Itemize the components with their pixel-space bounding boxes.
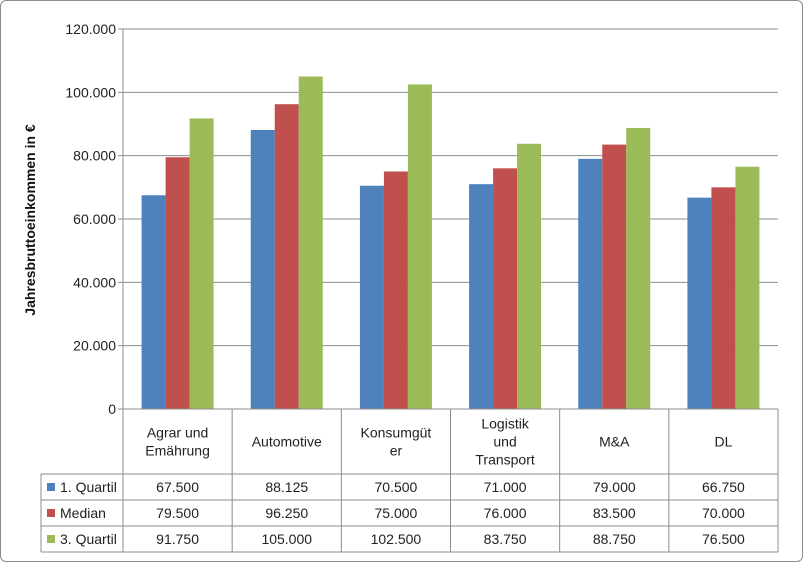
bar-2-2 (274, 104, 299, 409)
category-label: er (390, 443, 403, 459)
category-label: Logistik (481, 416, 529, 432)
gridlines (118, 28, 778, 410)
table-value: 96.250 (265, 505, 308, 521)
y-axis-label: Jahresbruttoeinkommen in € (22, 124, 38, 316)
y-tick-label: 60.000 (73, 211, 116, 227)
bar-1-3 (359, 185, 384, 409)
legend-label: 1. Quartil (60, 479, 117, 495)
table-value: 70.000 (702, 505, 745, 521)
y-tick-label: 20.000 (73, 338, 116, 354)
category-label: Automotive (252, 434, 322, 450)
category-label: DL (714, 434, 732, 450)
y-tick-label: 0 (108, 401, 116, 417)
table-value: 67.500 (156, 479, 199, 495)
bar-1-2 (250, 129, 275, 409)
bar-1-6 (687, 197, 712, 409)
bar-1-1 (141, 195, 166, 409)
bar-3-3 (407, 84, 432, 410)
y-tick-label: 100.000 (65, 84, 116, 100)
table-value: 83.750 (484, 531, 527, 547)
category-label: Transport (475, 452, 535, 468)
bar-3-6 (735, 166, 760, 409)
category-label: M&A (599, 434, 630, 450)
category-label: Agrar und (147, 425, 208, 441)
table-value: 66.750 (702, 479, 745, 495)
category-label: Emährung (145, 443, 210, 459)
bar-3-1 (189, 118, 214, 409)
bar-3-4 (517, 143, 542, 409)
table-value: 76.500 (702, 531, 745, 547)
table-value: 83.500 (593, 505, 636, 521)
bars (141, 76, 760, 410)
bar-3-2 (298, 76, 323, 409)
y-tick-label: 40.000 (73, 274, 116, 290)
legend-label: Median (60, 505, 106, 521)
legend-label: 3. Quartil (60, 531, 117, 547)
legend-key (47, 483, 55, 491)
bar-3-5 (626, 127, 651, 409)
data-table: Agrar und Emährung Automotive Konsumgüt er Lo… (40, 408, 779, 553)
table-value: 76.000 (484, 505, 527, 521)
bar-1-5 (578, 158, 603, 409)
bar-2-1 (165, 157, 190, 409)
table-value: 102.500 (371, 531, 422, 547)
category-label: und (493, 434, 516, 450)
table-value: 75.000 (375, 505, 418, 521)
table-value: 91.750 (156, 531, 199, 547)
legend-key (47, 535, 55, 543)
category-label: Konsumgüt (361, 425, 432, 441)
y-tick-label: 120.000 (65, 21, 116, 37)
legend-key (47, 509, 55, 517)
table-value: 79.000 (593, 479, 636, 495)
table-value: 71.000 (484, 479, 527, 495)
table-value: 79.500 (156, 505, 199, 521)
bar-2-4 (493, 168, 518, 409)
y-axis-ticks: 0 20.000 40.000 60.000 80.000 100.000 120.000 (65, 21, 116, 417)
bar-2-6 (711, 187, 736, 409)
bar-2-3 (383, 171, 408, 409)
y-tick-label: 80.000 (73, 148, 116, 164)
bar-2-5 (602, 144, 627, 410)
table-value: 88.125 (265, 479, 308, 495)
table-value: 105.000 (261, 531, 312, 547)
bar-1-4 (469, 184, 494, 409)
table-value: 70.500 (375, 479, 418, 495)
table-value: 88.750 (593, 531, 636, 547)
